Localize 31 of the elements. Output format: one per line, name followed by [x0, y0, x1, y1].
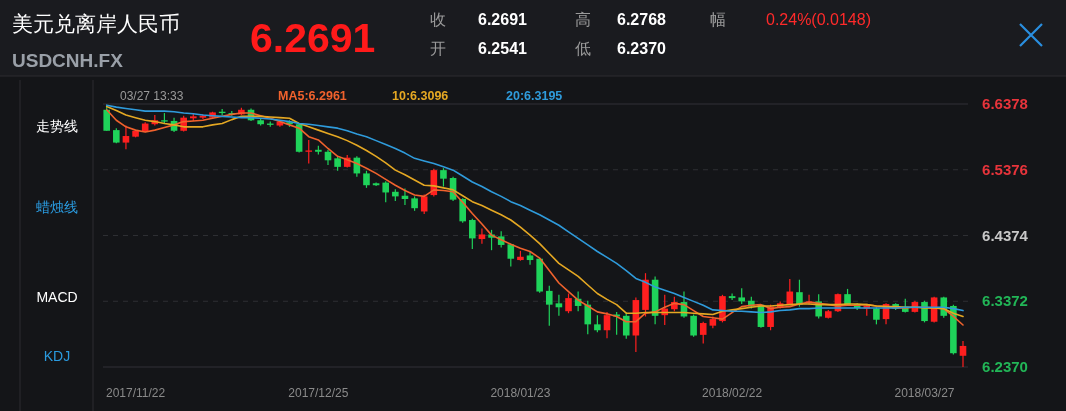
y-tick-label: 6.4374	[982, 226, 1029, 244]
text: 10:6.3096	[392, 89, 449, 103]
chart-subtitle: USDCNH.FX	[12, 50, 124, 71]
text: 低	[575, 40, 591, 57]
x-tick-label: 2017/11/22	[105, 386, 166, 400]
chart-title: 美元兑离岸人民币	[12, 12, 180, 35]
text: 6.2691	[478, 11, 528, 28]
text: KDJ	[43, 348, 71, 364]
x-tick-label: 2018/03/27	[894, 386, 955, 400]
y-tick-label: 6.6378	[982, 95, 1028, 112]
text: 走势线	[36, 118, 78, 134]
text: MACD	[36, 289, 78, 305]
text: 高	[575, 11, 591, 28]
y-tick-label: 6.3372	[982, 292, 1028, 310]
x-tick-label: 2018/02/22	[702, 386, 763, 400]
text: 收	[430, 11, 446, 28]
text: 6.2768	[617, 11, 667, 28]
text: 20:6.3195	[506, 89, 563, 103]
text: 6.2691	[250, 15, 376, 61]
x-tick-label: 2018/01/23	[490, 386, 551, 400]
text: 开	[430, 40, 446, 57]
y-tick-label: 6.5376	[982, 160, 1028, 178]
text: 03/27 13:33	[120, 89, 184, 103]
series-label: MA5:6.2961	[278, 89, 347, 103]
text: 0.24%(0.0148)	[766, 11, 871, 28]
text: 6.2541	[478, 40, 528, 57]
text: 蜡烛线	[36, 199, 78, 215]
y-tick-label: 6.2370	[982, 358, 1028, 375]
text: 6.2370	[617, 40, 667, 57]
x-tick-label: 2017/12/25	[288, 386, 349, 400]
text: 幅	[710, 11, 726, 28]
